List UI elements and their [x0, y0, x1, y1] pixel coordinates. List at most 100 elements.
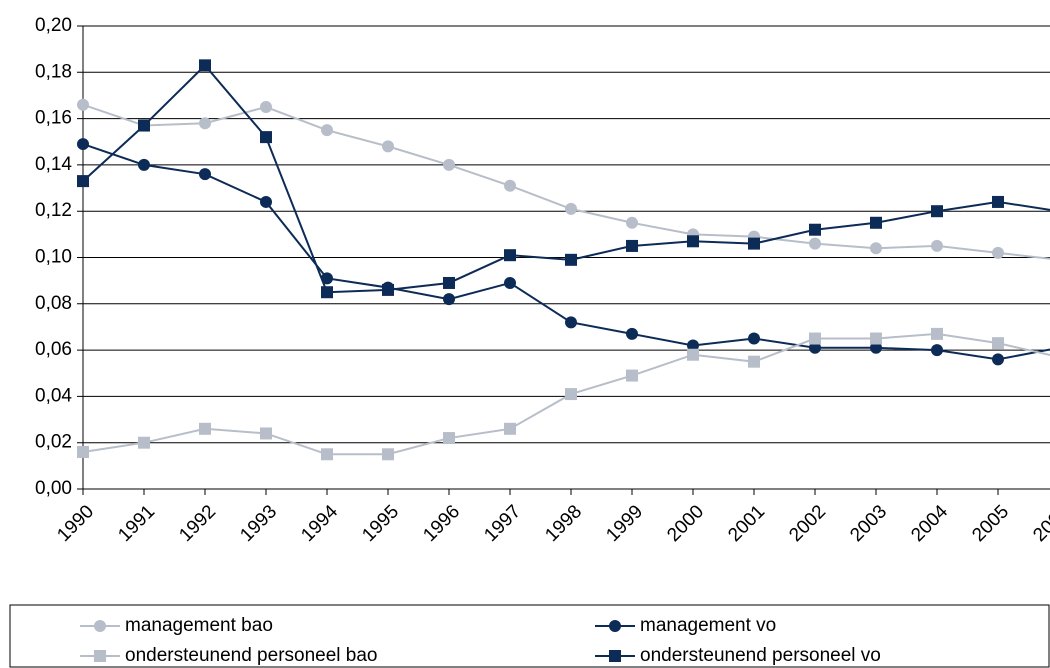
data-point	[382, 283, 394, 296]
data-point	[565, 388, 577, 401]
data-point	[382, 448, 394, 461]
data-point	[626, 327, 638, 340]
data-point	[748, 332, 760, 345]
y-tick-label: 0,00	[35, 478, 72, 499]
x-tick-label: 2000	[663, 501, 708, 546]
legend-label: management vo	[640, 615, 776, 636]
y-tick-label: 0,06	[35, 339, 72, 360]
data-point	[931, 205, 943, 218]
data-point	[687, 348, 699, 361]
data-point	[565, 316, 577, 329]
data-point	[931, 344, 943, 357]
data-point	[382, 140, 394, 153]
legend-label: ondersteunend personeel bao	[125, 645, 377, 666]
legend-marker	[609, 620, 621, 632]
legend-marker	[609, 650, 621, 662]
data-point	[626, 239, 638, 252]
data-point	[870, 341, 882, 354]
x-tick-label: 1999	[602, 501, 647, 546]
x-tick-label: 2001	[724, 501, 769, 546]
data-point	[321, 286, 333, 299]
data-point	[992, 353, 1004, 366]
data-point	[321, 124, 333, 137]
data-point	[931, 327, 943, 340]
data-point	[138, 119, 150, 132]
data-point	[992, 337, 1004, 350]
x-tick-label: 2005	[968, 501, 1013, 546]
y-tick-label: 0,20	[35, 15, 72, 36]
data-point	[199, 59, 211, 72]
y-tick-label: 0,04	[35, 385, 72, 406]
data-point	[260, 195, 272, 208]
x-tick-label: 1992	[175, 501, 220, 546]
data-point	[687, 235, 699, 248]
data-point	[992, 195, 1004, 208]
data-point	[870, 216, 882, 229]
data-point	[199, 168, 211, 181]
legend-marker	[94, 650, 106, 662]
data-point	[77, 138, 89, 151]
data-point	[443, 293, 455, 306]
x-tick-label: 1991	[114, 501, 159, 546]
data-point	[809, 223, 821, 236]
data-point	[443, 158, 455, 171]
data-point	[992, 246, 1004, 259]
data-point	[199, 117, 211, 130]
x-tick-label: 2006	[1029, 501, 1050, 546]
data-point	[748, 237, 760, 250]
y-tick-label: 0,12	[35, 200, 72, 221]
legend-marker	[94, 620, 106, 632]
y-tick-label: 0,18	[35, 61, 72, 82]
series-line	[82, 103, 1050, 260]
data-point	[260, 427, 272, 440]
data-point	[809, 332, 821, 345]
data-point	[77, 98, 89, 111]
series-line	[82, 143, 1050, 361]
data-point	[443, 432, 455, 445]
x-tick-label: 2002	[785, 501, 830, 546]
data-point	[565, 202, 577, 215]
data-point	[321, 272, 333, 285]
x-tick-label: 1994	[297, 501, 342, 546]
x-tick-label: 1990	[53, 501, 98, 546]
data-point	[870, 332, 882, 345]
x-tick-label: 1993	[236, 501, 281, 546]
x-tick-label: 2004	[907, 501, 952, 546]
data-point	[809, 237, 821, 250]
data-point	[260, 101, 272, 114]
legend-label: ondersteunend personeel vo	[640, 645, 881, 666]
data-point	[260, 131, 272, 144]
legend-box	[9, 604, 1050, 668]
data-point	[931, 239, 943, 252]
y-tick-label: 0,16	[35, 108, 72, 129]
data-point	[809, 341, 821, 354]
x-tick-label: 2003	[846, 501, 891, 546]
data-point	[504, 276, 516, 289]
data-point	[504, 179, 516, 192]
data-point	[504, 422, 516, 435]
data-point	[626, 369, 638, 382]
data-point	[199, 422, 211, 435]
data-point	[504, 249, 516, 262]
data-point	[77, 445, 89, 458]
y-tick-label: 0,10	[35, 247, 72, 268]
y-tick-label: 0,14	[35, 154, 72, 175]
data-point	[687, 339, 699, 352]
data-point	[138, 158, 150, 171]
data-point	[748, 355, 760, 368]
data-point	[443, 276, 455, 289]
data-point	[138, 436, 150, 449]
y-tick-label: 0,08	[35, 293, 72, 314]
x-tick-label: 1997	[480, 501, 525, 546]
x-tick-label: 1995	[358, 501, 403, 546]
data-point	[626, 216, 638, 229]
data-point	[870, 242, 882, 255]
data-point	[321, 448, 333, 461]
data-point	[565, 253, 577, 266]
x-tick-label: 1998	[541, 501, 586, 546]
legend-label: management bao	[125, 615, 273, 636]
x-tick-label: 1996	[419, 501, 464, 546]
y-tick-label: 0,02	[35, 432, 72, 453]
